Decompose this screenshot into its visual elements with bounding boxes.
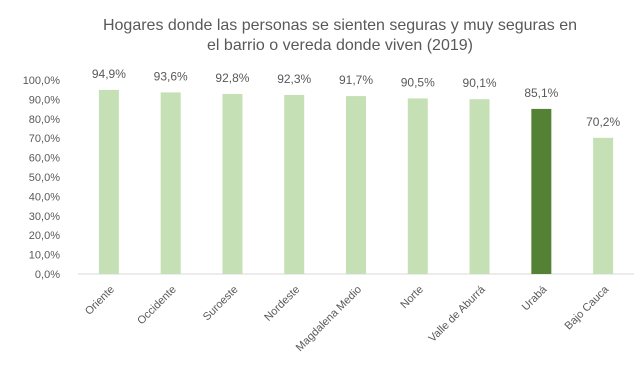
data-label: 90,5% (401, 75, 435, 89)
x-tick-label: Bajo Cauca (563, 283, 612, 332)
data-label: 92,8% (215, 71, 249, 85)
y-tick-label: 40,0% (29, 191, 60, 203)
y-tick-label: 20,0% (29, 230, 60, 242)
bar (346, 96, 366, 275)
y-tick-label: 50,0% (29, 172, 60, 184)
x-tick-label: Occidente (135, 284, 179, 328)
data-label: 92,3% (277, 72, 311, 86)
bar (98, 89, 119, 274)
x-tick-label: Magdalena Medio (294, 284, 364, 354)
x-tick-label: Oriente (83, 284, 117, 318)
y-tick-label: 70,0% (29, 133, 60, 145)
y-tick-label: 100,0% (23, 75, 61, 87)
bar (407, 98, 428, 275)
bar (531, 108, 552, 274)
y-tick-label: 30,0% (29, 211, 60, 223)
bar (469, 99, 490, 275)
bar (160, 92, 181, 274)
y-tick-label: 10,0% (29, 250, 60, 262)
x-tick-label: Nordeste (262, 284, 302, 324)
y-tick-label: 80,0% (29, 114, 60, 126)
bar (593, 137, 614, 274)
bar (284, 94, 305, 274)
data-label: 94,9% (92, 67, 126, 81)
data-label: 70,2% (586, 115, 620, 129)
data-label: 93,6% (154, 69, 188, 83)
y-tick-label: 90,0% (29, 94, 60, 106)
x-tick-label: Urabá (520, 283, 550, 313)
chart-title-line-2: el barrio o vereda donde viven (2019) (207, 37, 473, 54)
y-tick-label: 60,0% (29, 153, 60, 165)
y-tick-label: 0,0% (35, 269, 60, 281)
data-label: 85,1% (524, 86, 558, 100)
chart-title-line-1: Hogares donde las personas se sienten se… (102, 17, 578, 34)
x-tick-label: Norte (398, 284, 426, 312)
bar (222, 93, 243, 274)
x-tick-label: Valle de Aburrá (427, 283, 489, 345)
x-tick-label: Suroeste (201, 284, 241, 324)
data-label: 91,7% (339, 73, 373, 87)
data-label: 90,1% (463, 76, 497, 90)
